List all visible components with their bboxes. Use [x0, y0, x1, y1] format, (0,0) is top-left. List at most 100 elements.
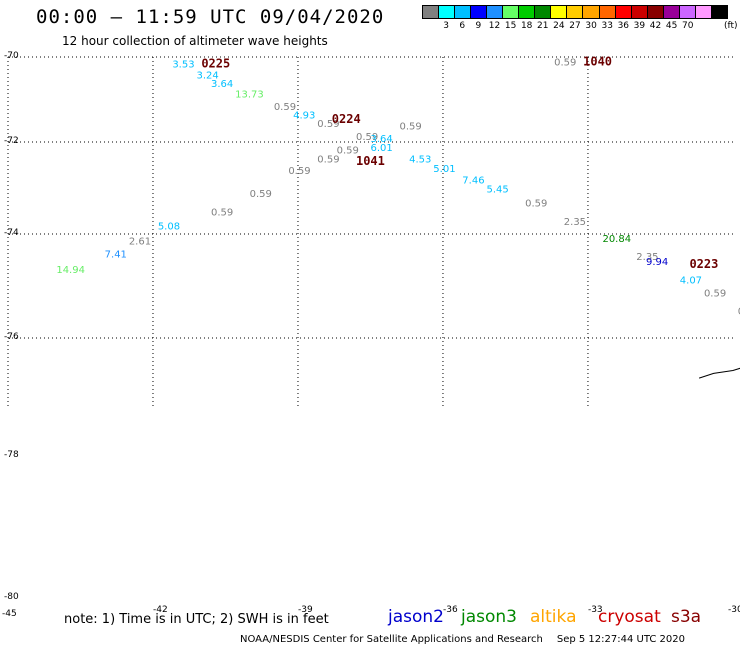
lat-label: -78	[4, 450, 19, 460]
swh-label: 0.59	[317, 155, 339, 166]
swh-label: 0.59	[399, 121, 421, 132]
scale-swatch	[423, 6, 440, 18]
scale-swatch	[503, 6, 520, 18]
pass-time-label: 1041	[356, 154, 385, 168]
swh-label: 9.94	[646, 257, 668, 268]
scale-tick-label: 9	[475, 21, 482, 31]
scale-swatch	[695, 6, 712, 18]
scale-swatch	[567, 6, 584, 18]
scale-tick-label: 3	[443, 21, 450, 31]
credit-text: NOAA/NESDIS Center for Satellite Applica…	[240, 634, 543, 645]
color-scale-swatches	[422, 5, 728, 19]
swh-label: 0.59	[288, 166, 310, 177]
scale-tick-label: 70	[682, 21, 694, 31]
swh-label: 2.35	[636, 252, 658, 263]
scale-swatch	[663, 6, 680, 18]
swh-label: 6.01	[370, 143, 392, 154]
page-title: 00:00 – 11:59 UTC 09/04/2020	[36, 6, 385, 28]
scale-tick-label: 27	[569, 21, 581, 31]
footer-note: note: 1) Time is in UTC; 2) SWH is in fe…	[64, 612, 329, 627]
legend-altika: altika	[530, 607, 577, 627]
scale-swatch	[487, 6, 504, 18]
scale-tick-label: 33	[601, 21, 613, 31]
swh-label: 0.59	[317, 119, 339, 130]
swh-label: 0.59	[554, 58, 576, 69]
lat-label: -72	[4, 136, 19, 146]
scale-swatch	[679, 6, 696, 18]
pass-time-label: 0225	[201, 57, 230, 71]
scale-swatch	[439, 6, 456, 18]
pass-time-label: 1040	[583, 55, 612, 69]
scale-tick-label: 24	[553, 21, 565, 31]
scale-tick-label: 45	[665, 21, 678, 31]
scale-tick-label: 39	[633, 21, 646, 31]
scale-tick-label: 18	[520, 21, 533, 31]
swh-label: 0.59	[250, 189, 272, 200]
legend-cryosat: cryosat	[598, 607, 661, 627]
swh-label: 3.64	[370, 134, 392, 145]
swh-label: 4.53	[409, 155, 431, 166]
swh-label: 0.59	[211, 208, 233, 219]
color-scale-ticks: (ft) 3 6 9 12 15 18 21 24 27 30 33 36 39 42 45 70	[422, 19, 737, 33]
lat-label: -74	[4, 228, 19, 238]
pass-time-label: 0223	[689, 257, 718, 271]
lon-label: -42	[152, 605, 168, 615]
swh-label: 7.46	[462, 175, 484, 186]
swh-label: 5.45	[486, 185, 508, 196]
swh-label: 0.59	[704, 288, 726, 299]
swh-label: 5.08	[158, 221, 180, 232]
swh-label: 4.07	[680, 275, 702, 286]
scale-swatch	[711, 6, 727, 18]
footer-credit: NOAA/NESDIS Center for Satellite Applica…	[240, 634, 685, 645]
scale-swatch	[519, 6, 536, 18]
swh-label: 3.64	[211, 79, 233, 90]
scale-swatch	[647, 6, 664, 18]
scale-unit-label: (ft)	[724, 21, 738, 31]
legend-jason3: jason3	[461, 607, 517, 627]
swh-label: 0.59	[738, 307, 740, 318]
swh-label: 0.59	[525, 198, 547, 209]
lon-label: -30	[728, 605, 740, 615]
lon-label: -33	[587, 605, 603, 615]
swh-label: 0.59	[274, 102, 296, 113]
swh-label: 2.61	[129, 236, 151, 247]
generated-timestamp: Sep 5 12:27:44 UTC 2020	[556, 634, 685, 645]
scale-swatch	[615, 6, 632, 18]
scale-tick-label: 15	[504, 21, 517, 31]
scale-swatch	[631, 6, 648, 18]
scale-tick-label: 30	[585, 21, 597, 31]
lat-label: -76	[4, 332, 19, 342]
swh-label: 20.84	[602, 234, 631, 245]
scale-swatch	[471, 6, 488, 18]
color-scale: (ft) 3 6 9 12 15 18 21 24 27 30 33 36 39 42 45 70	[422, 5, 738, 35]
lon-label: -36	[442, 605, 458, 615]
lon-label: -45	[2, 609, 17, 619]
scale-swatch	[535, 6, 552, 18]
scale-tick-label: 36	[617, 21, 630, 31]
scale-swatch	[599, 6, 616, 18]
swh-label: 4.93	[293, 111, 315, 122]
swh-label: 3.53	[172, 60, 194, 71]
page-subtitle: 12 hour collection of altimeter wave hei…	[62, 34, 328, 48]
scale-swatch	[551, 6, 568, 18]
swh-label: 14.94	[56, 265, 85, 276]
legend-jason2: jason2	[388, 607, 444, 627]
pass-time-label: 0224	[332, 112, 361, 126]
swh-label: 5.01	[433, 164, 455, 175]
swh-label: 7.41	[105, 249, 127, 260]
swh-label: 13.73	[235, 89, 264, 100]
lon-label: -39	[297, 605, 313, 615]
scale-tick-label: 6	[459, 21, 466, 31]
swh-label: 2.35	[564, 217, 586, 228]
swh-label: 0.59	[337, 146, 359, 157]
scale-tick-label: 12	[488, 21, 501, 31]
lat-label: -70	[4, 51, 19, 61]
scale-tick-label: 42	[649, 21, 662, 31]
swh-label: 3.24	[196, 70, 218, 81]
coastline	[698, 367, 740, 379]
swh-label: 0.59	[356, 132, 378, 143]
scale-swatch	[583, 6, 600, 18]
scale-tick-label: 21	[537, 21, 549, 31]
scale-swatch	[455, 6, 472, 18]
